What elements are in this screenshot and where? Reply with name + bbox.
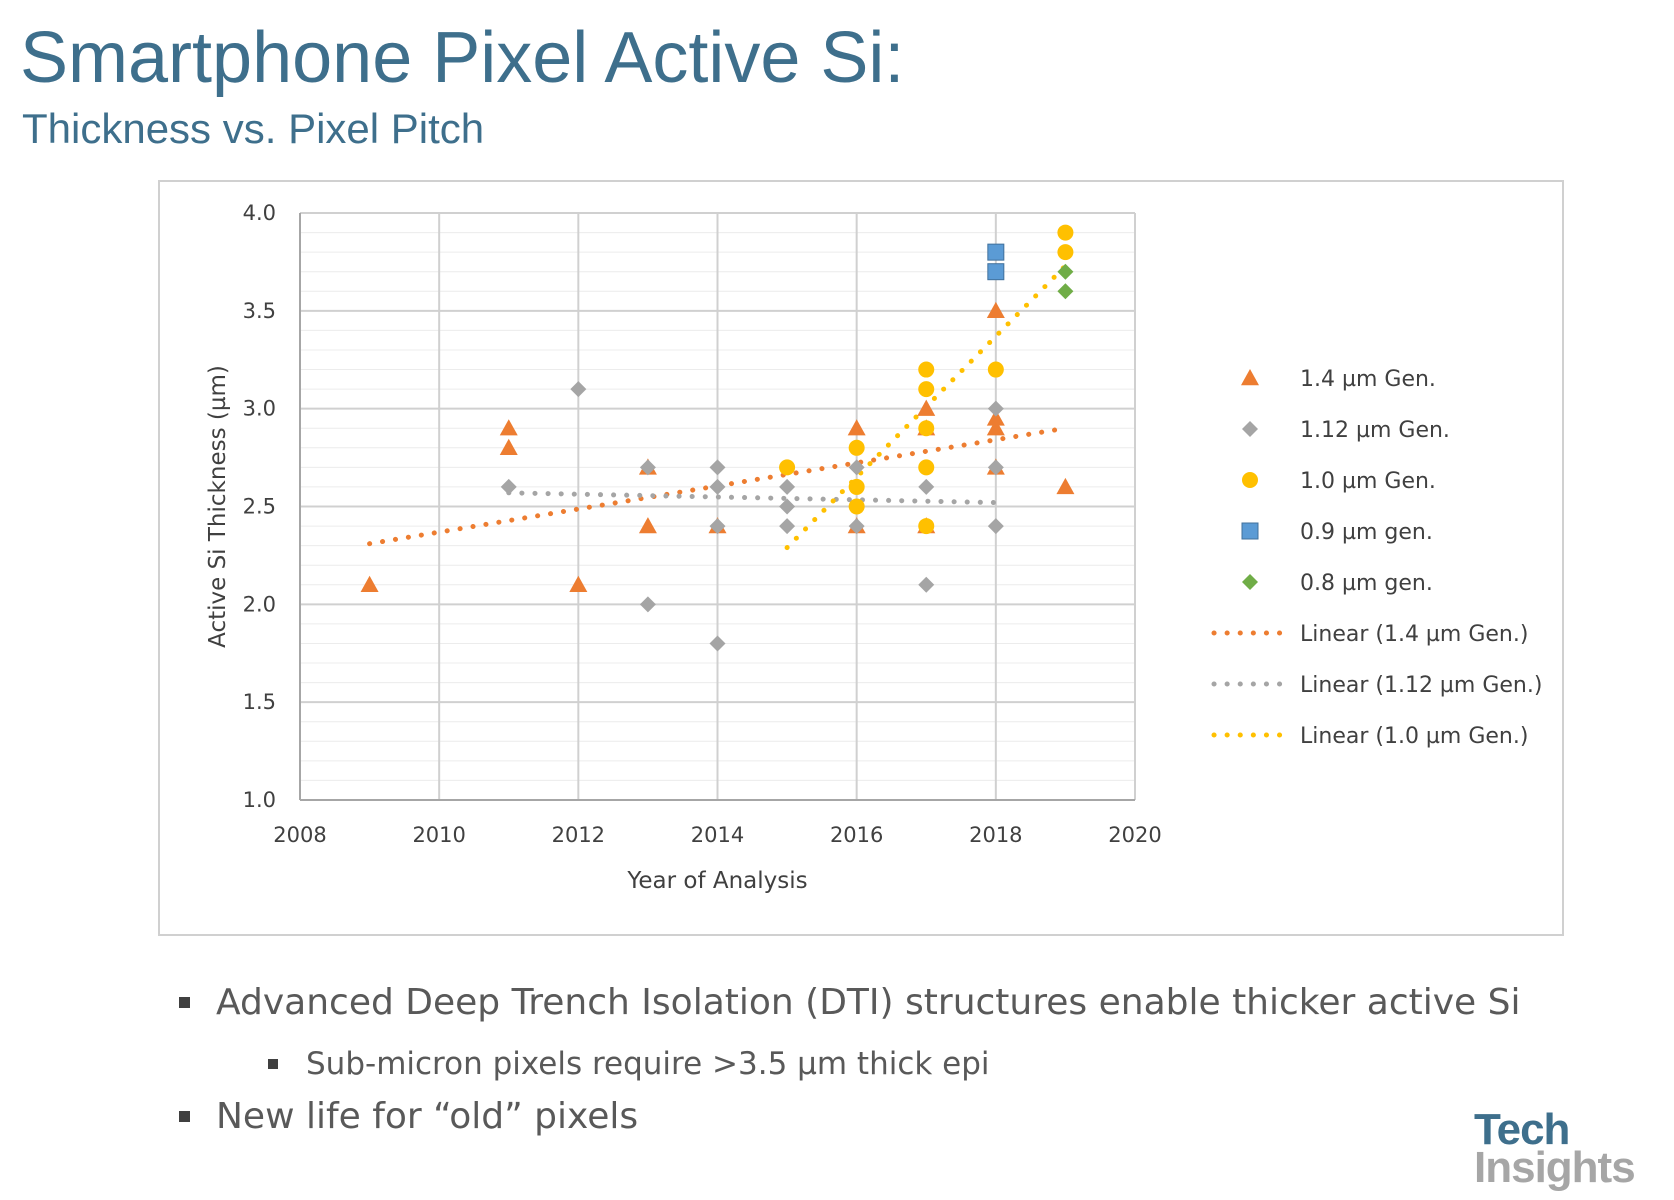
legend-label: 0.8 µm gen.: [1300, 571, 1433, 596]
y-tick-label: 3.0: [243, 397, 276, 421]
legend-marker: [1241, 522, 1259, 540]
data-point: [569, 575, 588, 592]
data-point: [1057, 224, 1074, 241]
bullet-item: New life for “old” pixels: [179, 1096, 639, 1137]
x-tick-label: 2012: [552, 823, 605, 847]
data-point: [500, 478, 517, 495]
sub-bullet-text: Sub-micron pixels require >3.5 µm thick …: [306, 1046, 990, 1082]
bullet-text: New life for “old” pixels: [216, 1096, 639, 1137]
y-tick-label: 3.5: [243, 299, 276, 323]
data-point: [499, 438, 518, 455]
x-tick-label: 2020: [1108, 823, 1161, 847]
data-point: [918, 478, 935, 495]
data-point: [848, 459, 865, 476]
data-point: [917, 399, 936, 416]
legend-marker: [1242, 472, 1258, 488]
y-tick-label: 4.0: [243, 201, 276, 225]
legend-label: Linear (1.4 µm Gen.): [1300, 622, 1528, 647]
legend-label: 1.0 µm Gen.: [1300, 469, 1436, 494]
legend-label: 1.12 µm Gen.: [1300, 418, 1450, 443]
data-point: [1057, 283, 1074, 300]
data-point: [639, 459, 656, 476]
data-point: [1056, 477, 1075, 495]
data-point: [987, 361, 1004, 378]
bullet-square-icon: [268, 1059, 278, 1069]
techinsights-logo: Tech Insights: [1474, 1108, 1654, 1190]
x-tick-label: 2008: [273, 823, 326, 847]
y-tick-label: 1.0: [243, 788, 276, 812]
bullet-item: Advanced Deep Trench Isolation (DTI) str…: [179, 982, 1521, 1023]
data-point: [918, 361, 935, 378]
legend-marker: [1242, 421, 1258, 437]
data-point: [1057, 263, 1074, 280]
logo-insights-text: Insights: [1474, 1143, 1636, 1192]
data-point: [987, 243, 1005, 261]
x-axis-title: Year of Analysis: [626, 868, 807, 894]
trendline: [506, 490, 999, 506]
bullet-text: Advanced Deep Trench Isolation (DTI) str…: [216, 982, 1521, 1023]
legend-marker: [1241, 369, 1259, 386]
chart-frame: [158, 180, 1564, 936]
legend-label: 1.4 µm Gen.: [1300, 367, 1436, 392]
y-tick-label: 1.5: [243, 690, 276, 714]
data-point: [848, 439, 865, 456]
data-point: [779, 459, 796, 476]
data-point: [918, 518, 935, 535]
data-point: [986, 419, 1005, 436]
data-point: [987, 400, 1004, 417]
data-point: [918, 576, 935, 593]
data-point: [570, 381, 587, 398]
legend-label: 0.9 µm gen.: [1300, 520, 1433, 545]
data-point: [847, 419, 866, 436]
page-subtitle: Thickness vs. Pixel Pitch: [22, 105, 485, 152]
data-point: [848, 518, 865, 535]
data-point: [918, 459, 935, 476]
data-point: [1057, 244, 1074, 261]
y-tick-label: 2.0: [243, 592, 276, 616]
x-tick-label: 2018: [969, 823, 1022, 847]
data-point: [987, 263, 1005, 281]
y-axis-title: Active Si Thickness (µm): [205, 365, 231, 648]
data-point: [986, 409, 1005, 426]
data-point: [986, 301, 1005, 319]
page-title: Smartphone Pixel Active Si:: [20, 18, 905, 98]
data-point: [987, 459, 1004, 476]
data-point: [709, 459, 726, 476]
x-tick-label: 2010: [412, 823, 465, 847]
legend-label: Linear (1.0 µm Gen.): [1300, 724, 1528, 749]
data-point: [499, 419, 518, 436]
scatter-chart: 1.0 1.5 2.0 2.5 3.0 3.5 4.0 2008 2010 2012 2014 201…: [205, 201, 1542, 894]
data-point: [848, 478, 865, 495]
data-point: [918, 381, 935, 398]
data-point: [779, 498, 796, 515]
data-point: [779, 478, 796, 495]
data-point: [638, 517, 657, 534]
data-point: [848, 498, 865, 515]
data-point: [709, 518, 726, 535]
logo-tech-text: Tech: [1474, 1105, 1570, 1154]
data-point: [987, 518, 1004, 535]
bullet-square-icon: [179, 1111, 190, 1122]
legend-marker: [1242, 574, 1258, 590]
data-point: [639, 596, 656, 613]
sub-bullet-item: Sub-micron pixels require >3.5 µm thick …: [268, 1046, 990, 1082]
data-point: [779, 518, 796, 535]
x-tick-label: 2014: [691, 823, 744, 847]
y-tick-label: 2.5: [243, 495, 276, 519]
data-point: [709, 635, 726, 652]
legend-label: Linear (1.12 µm Gen.): [1300, 673, 1542, 698]
x-tick-label: 2016: [830, 823, 883, 847]
data-point: [709, 478, 726, 495]
data-point: [360, 575, 379, 592]
data-point: [918, 420, 935, 437]
bullet-square-icon: [179, 997, 190, 1008]
